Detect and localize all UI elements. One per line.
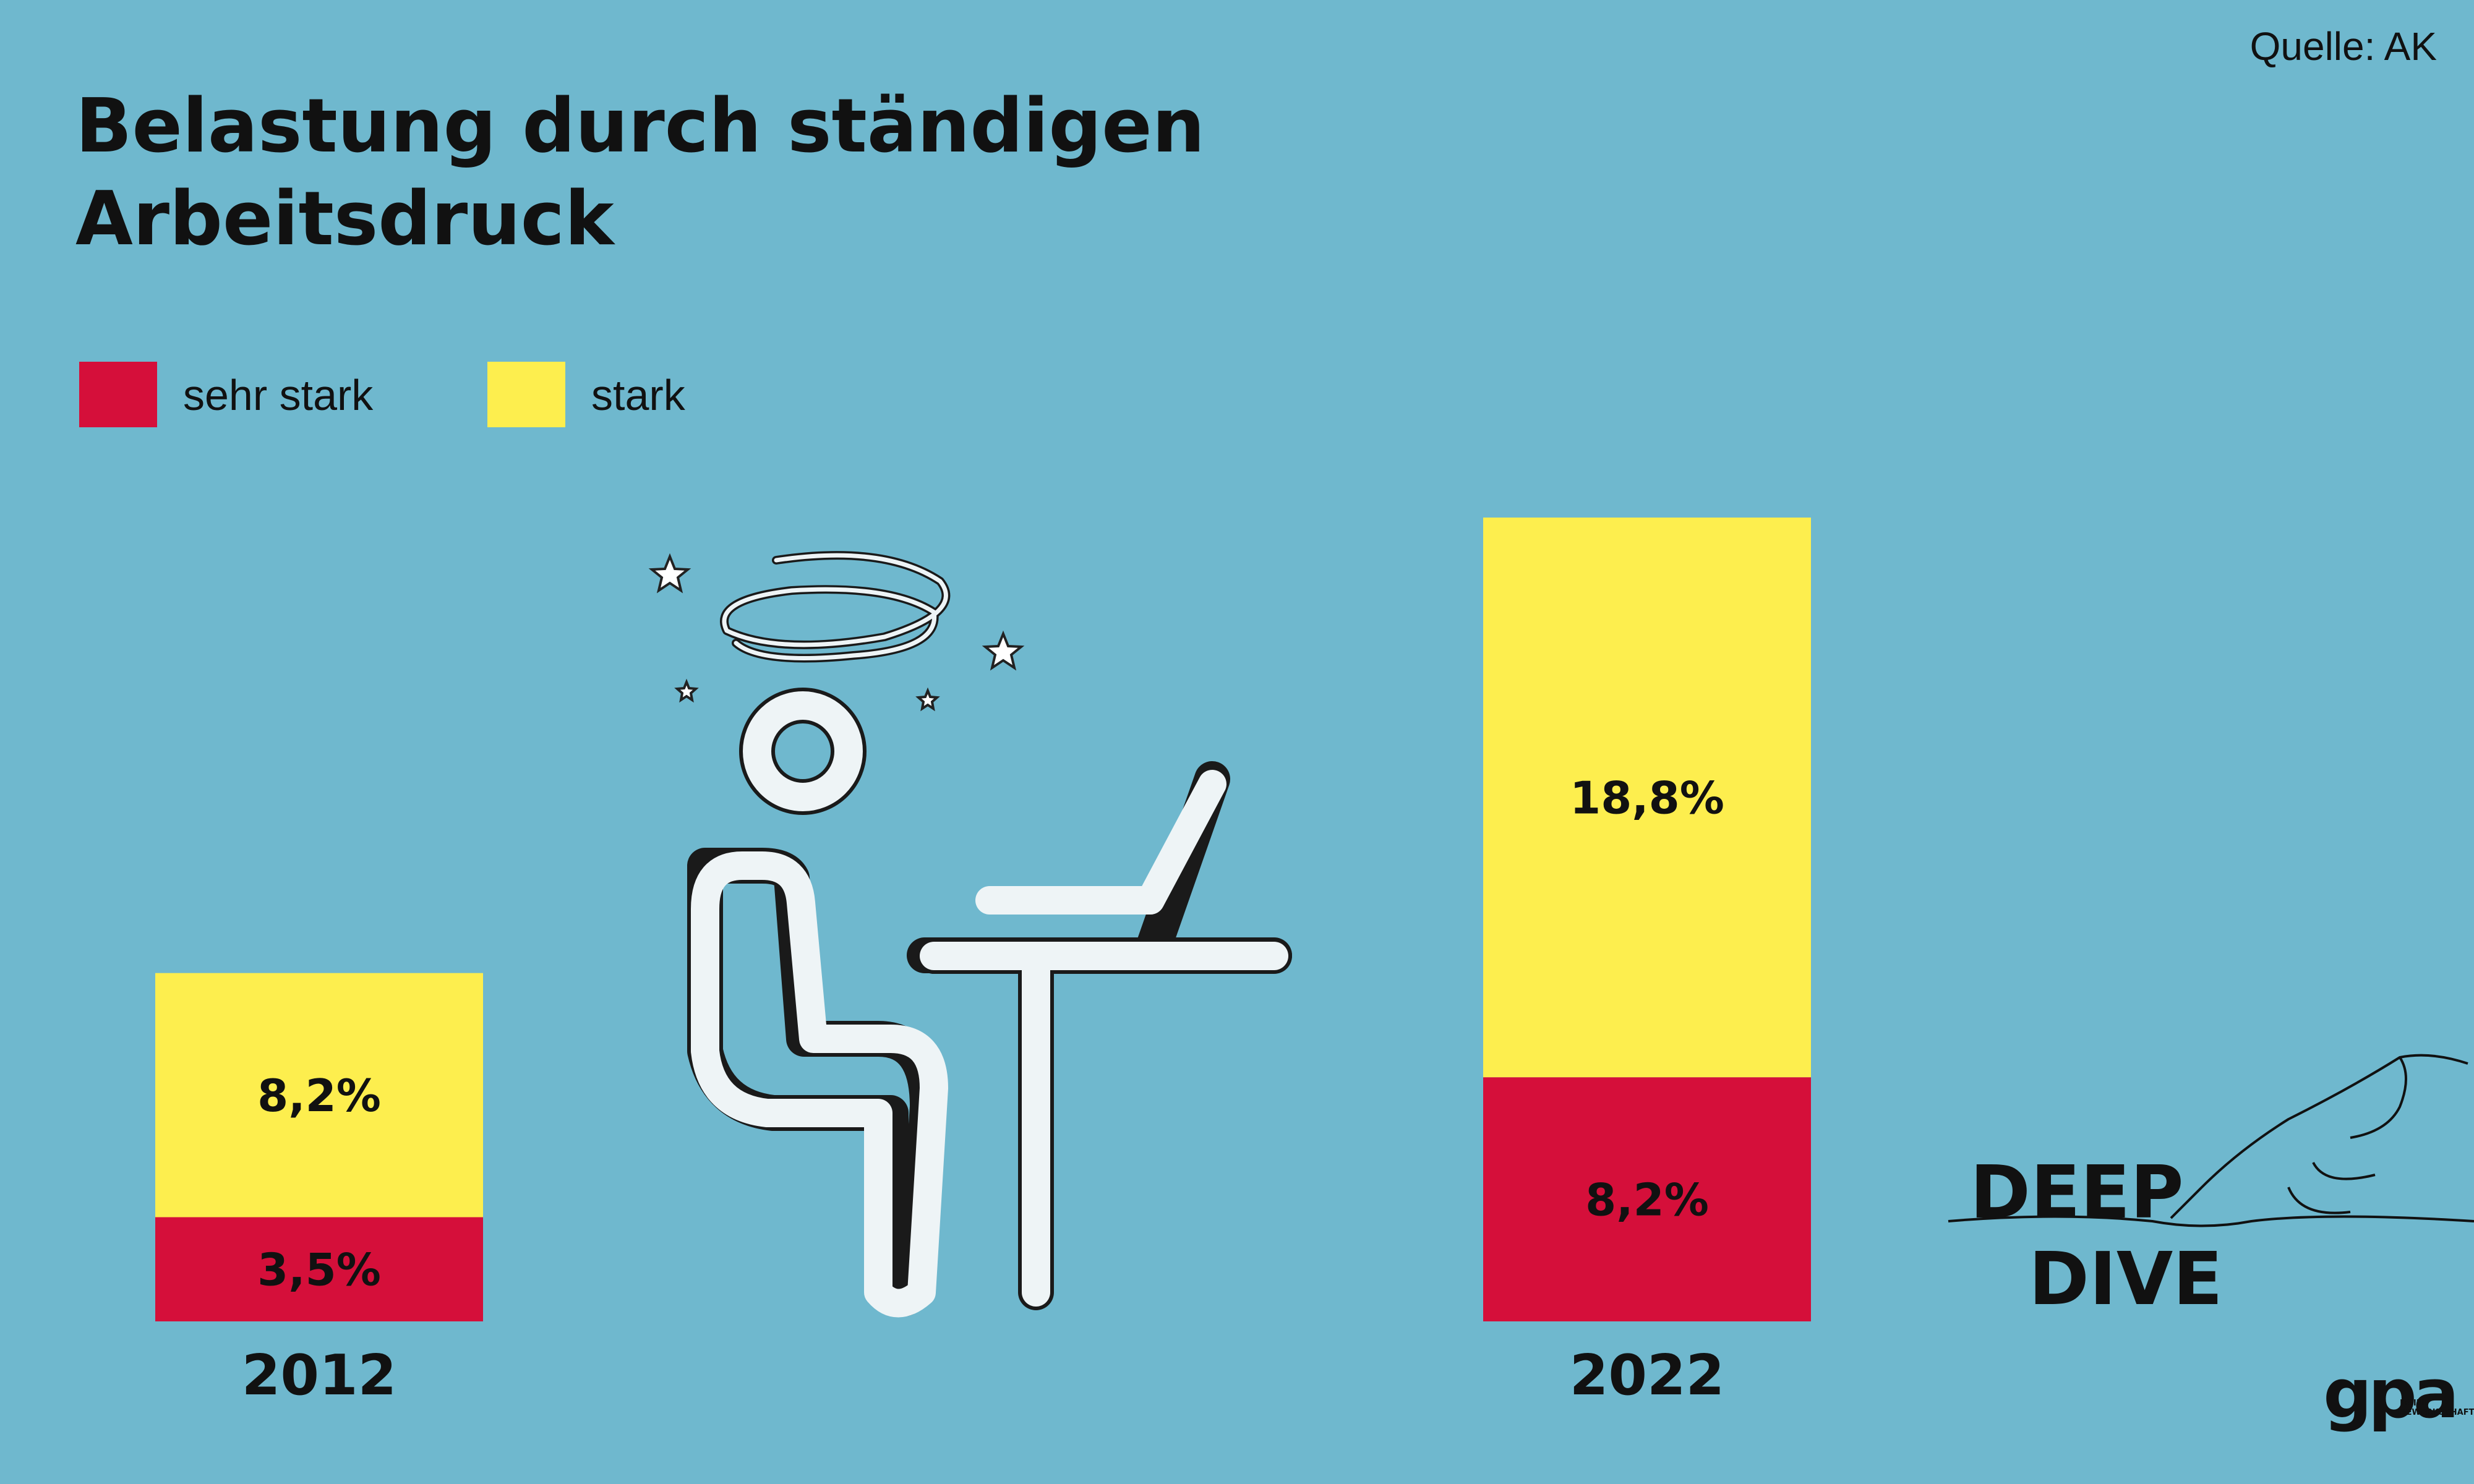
source-label: Quelle: AK	[2249, 24, 2437, 69]
chart-title: Belastung durch ständigen Arbeitsdruck	[75, 83, 1205, 262]
deep-dive-line1: DEEP	[1970, 1149, 2184, 1235]
legend-label-sehr-stark: sehr stark	[183, 371, 374, 419]
gpa-logo-subtitle: MEINE GEWERKSCHAFT	[2400, 1399, 2474, 1417]
category-label-2022: 2022	[1570, 1343, 1725, 1408]
data-label-2012-stark: 8,2%	[257, 1070, 381, 1122]
data-label-2022-sehr-stark: 8,2%	[1585, 1174, 1709, 1226]
dizzy-stars-icon	[648, 553, 1025, 712]
category-label-2012: 2012	[242, 1343, 397, 1408]
stressed-person-at-laptop-icon	[687, 551, 1292, 1318]
bar-2012-sehr-stark	[155, 1217, 483, 1321]
hand-line-art-icon	[1948, 1054, 2474, 1227]
bar-2012-stark	[155, 973, 483, 1217]
data-label-2012-sehr-stark: 3,5%	[257, 1244, 381, 1296]
bar-2022-stark	[1483, 518, 1811, 1078]
data-label-2022-stark: 18,8%	[1570, 772, 1724, 824]
bar-2022-sehr-stark	[1483, 1077, 1811, 1321]
deep-dive-logo: DEEP DIVE	[1970, 1149, 2223, 1322]
gpa-logo: gpa	[2323, 1354, 2459, 1433]
legend-swatch-sehr-stark	[79, 362, 157, 427]
bars-group: 3,5% 8,2% 2012 8,2% 18,8% 2022	[155, 518, 1811, 1408]
deep-dive-line2: DIVE	[2029, 1236, 2223, 1321]
legend-swatch-stark	[487, 362, 565, 427]
legend-label-stark: stark	[591, 371, 685, 419]
